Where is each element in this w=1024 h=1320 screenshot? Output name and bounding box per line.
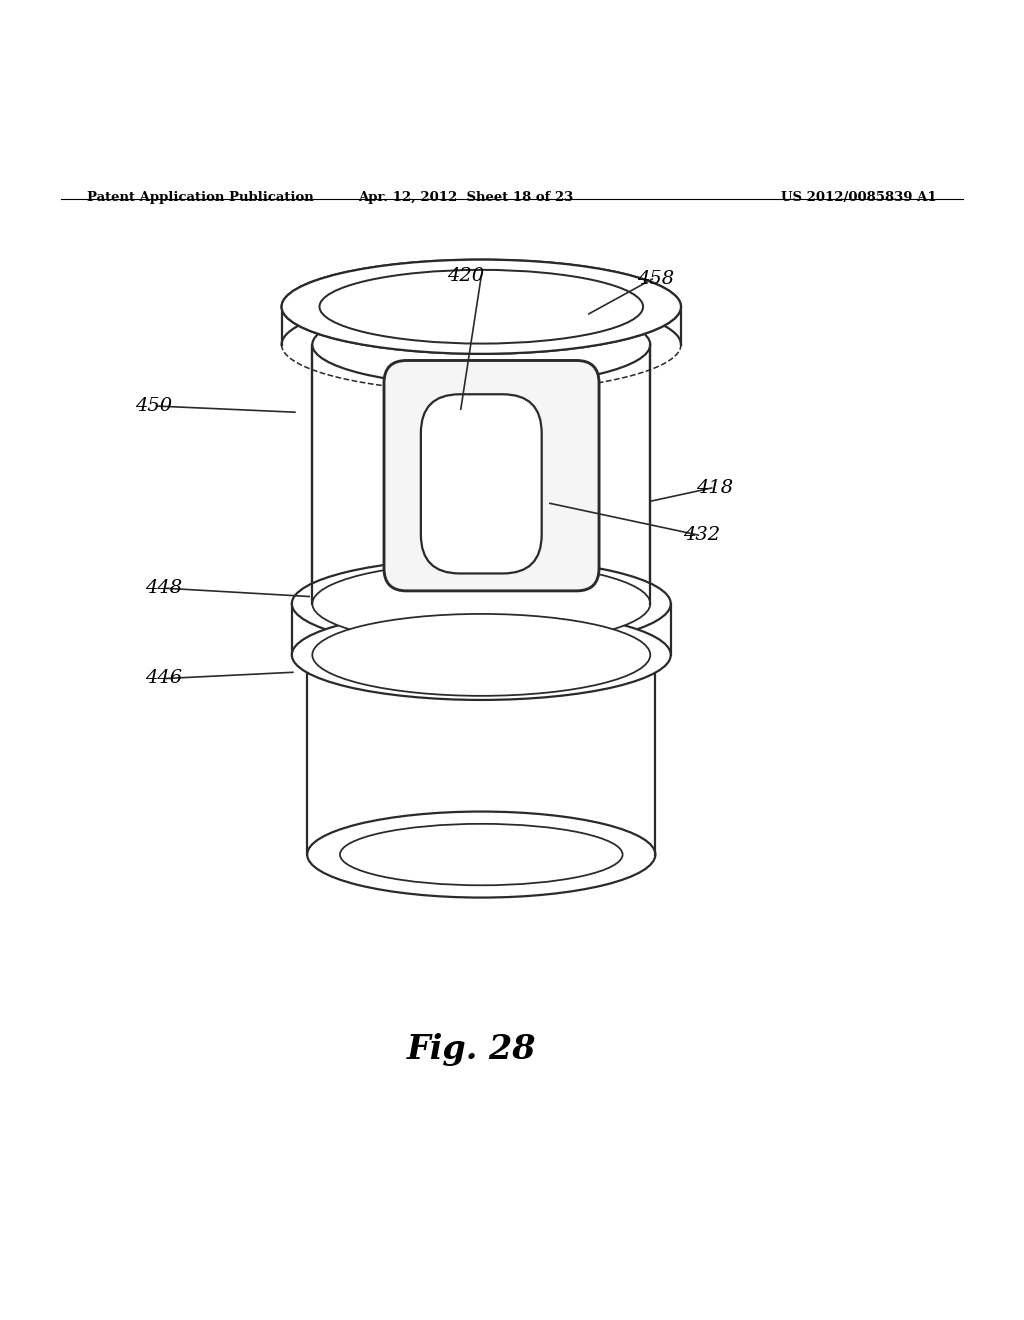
Text: Patent Application Publication: Patent Application Publication bbox=[87, 191, 313, 205]
Ellipse shape bbox=[312, 304, 650, 385]
Ellipse shape bbox=[312, 614, 650, 696]
Text: 450: 450 bbox=[135, 397, 172, 414]
Text: 420: 420 bbox=[447, 267, 484, 285]
Text: 418: 418 bbox=[696, 479, 733, 496]
Text: Apr. 12, 2012  Sheet 18 of 23: Apr. 12, 2012 Sheet 18 of 23 bbox=[358, 191, 573, 205]
Text: 432: 432 bbox=[683, 527, 720, 544]
Text: 446: 446 bbox=[145, 669, 182, 688]
Text: 448: 448 bbox=[145, 579, 182, 598]
FancyBboxPatch shape bbox=[384, 360, 599, 591]
Text: Fig. 28: Fig. 28 bbox=[407, 1032, 536, 1065]
Polygon shape bbox=[307, 655, 655, 854]
Text: 458: 458 bbox=[637, 271, 674, 288]
Polygon shape bbox=[312, 345, 650, 603]
Ellipse shape bbox=[292, 558, 671, 648]
Ellipse shape bbox=[312, 562, 650, 644]
Ellipse shape bbox=[282, 260, 681, 354]
Ellipse shape bbox=[340, 824, 623, 886]
Ellipse shape bbox=[319, 269, 643, 343]
Ellipse shape bbox=[307, 812, 655, 898]
Polygon shape bbox=[292, 603, 671, 655]
Text: US 2012/0085839 A1: US 2012/0085839 A1 bbox=[781, 191, 937, 205]
Ellipse shape bbox=[319, 269, 643, 343]
Ellipse shape bbox=[282, 260, 681, 354]
FancyBboxPatch shape bbox=[421, 395, 542, 573]
Ellipse shape bbox=[292, 610, 671, 700]
